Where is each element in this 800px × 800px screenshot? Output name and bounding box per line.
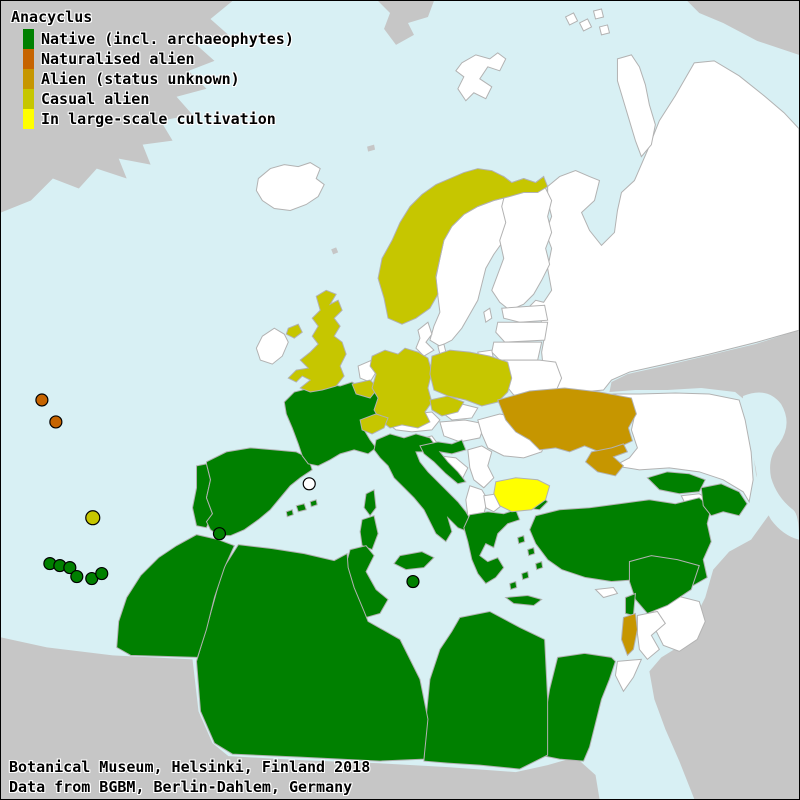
region-libya bbox=[423, 610, 549, 770]
region-uk bbox=[287, 289, 347, 393]
region-balearic-1 bbox=[295, 503, 307, 513]
region-northern-ireland bbox=[285, 323, 303, 339]
region-corsica bbox=[363, 489, 377, 517]
region-sardinia bbox=[359, 515, 379, 551]
marker-canary-6 bbox=[95, 566, 109, 581]
red-sea bbox=[603, 679, 668, 799]
region-morocco bbox=[116, 534, 236, 658]
region-aegean-3 bbox=[535, 560, 544, 571]
region-greenland bbox=[1, 1, 233, 213]
marker-canary-3 bbox=[63, 560, 77, 575]
region-svalbard bbox=[455, 52, 507, 102]
marker-ceuta-gibraltar bbox=[212, 527, 227, 541]
region-russia-caucasus bbox=[599, 392, 754, 504]
region-middle-east bbox=[649, 514, 799, 799]
region-poland bbox=[429, 349, 513, 407]
region-lebanon bbox=[624, 592, 636, 617]
region-israel bbox=[620, 612, 638, 657]
region-switzerland bbox=[359, 413, 389, 435]
region-crete bbox=[504, 595, 543, 607]
region-sinai bbox=[614, 658, 643, 693]
region-iceland bbox=[255, 162, 325, 211]
region-azerbaijan bbox=[700, 483, 748, 517]
region-jordan bbox=[636, 610, 666, 661]
region-lithuania bbox=[491, 341, 543, 361]
region-iraq bbox=[650, 595, 706, 652]
region-bulgaria bbox=[493, 477, 551, 513]
region-croatia bbox=[419, 439, 467, 485]
region-balearic-2 bbox=[309, 499, 318, 508]
region-novaya-zemlya bbox=[616, 54, 656, 158]
region-ireland bbox=[255, 327, 289, 365]
region-jan-mayen bbox=[367, 144, 376, 152]
island-status-markers bbox=[35, 393, 420, 589]
region-gotland bbox=[483, 307, 493, 324]
region-arctic-isle bbox=[378, 1, 434, 45]
region-belgium bbox=[351, 379, 379, 399]
region-faroe bbox=[331, 247, 339, 255]
region-ne-corner bbox=[687, 1, 799, 55]
marker-canary-4 bbox=[70, 569, 84, 584]
marker-azores-2 bbox=[49, 415, 63, 429]
region-latvia bbox=[495, 321, 549, 343]
region-spain bbox=[205, 447, 313, 537]
region-crimea bbox=[584, 443, 629, 477]
region-serbia bbox=[467, 445, 495, 489]
marker-madeira bbox=[85, 510, 101, 526]
region-russia-north bbox=[526, 60, 799, 395]
marker-malta bbox=[406, 574, 420, 589]
region-franz-josef bbox=[564, 8, 611, 36]
region-balearic-3 bbox=[285, 509, 294, 518]
region-georgia bbox=[646, 471, 706, 495]
marker-azores-1 bbox=[35, 393, 49, 407]
region-aegean-2 bbox=[527, 546, 536, 557]
region-sicily bbox=[393, 551, 435, 571]
region-estonia bbox=[501, 304, 549, 323]
caspian-sea bbox=[741, 392, 799, 540]
region-aegean-1 bbox=[517, 535, 526, 545]
region-germany bbox=[369, 347, 433, 429]
region-syria bbox=[628, 555, 700, 615]
region-norway bbox=[377, 168, 549, 325]
region-hungary bbox=[439, 419, 486, 443]
region-cyprus bbox=[594, 587, 619, 599]
region-aegean-4 bbox=[521, 570, 530, 581]
region-africa-south bbox=[1, 637, 600, 799]
region-aegean-5 bbox=[509, 580, 518, 591]
marker-andorra bbox=[302, 477, 316, 491]
region-asia-east bbox=[609, 330, 799, 540]
